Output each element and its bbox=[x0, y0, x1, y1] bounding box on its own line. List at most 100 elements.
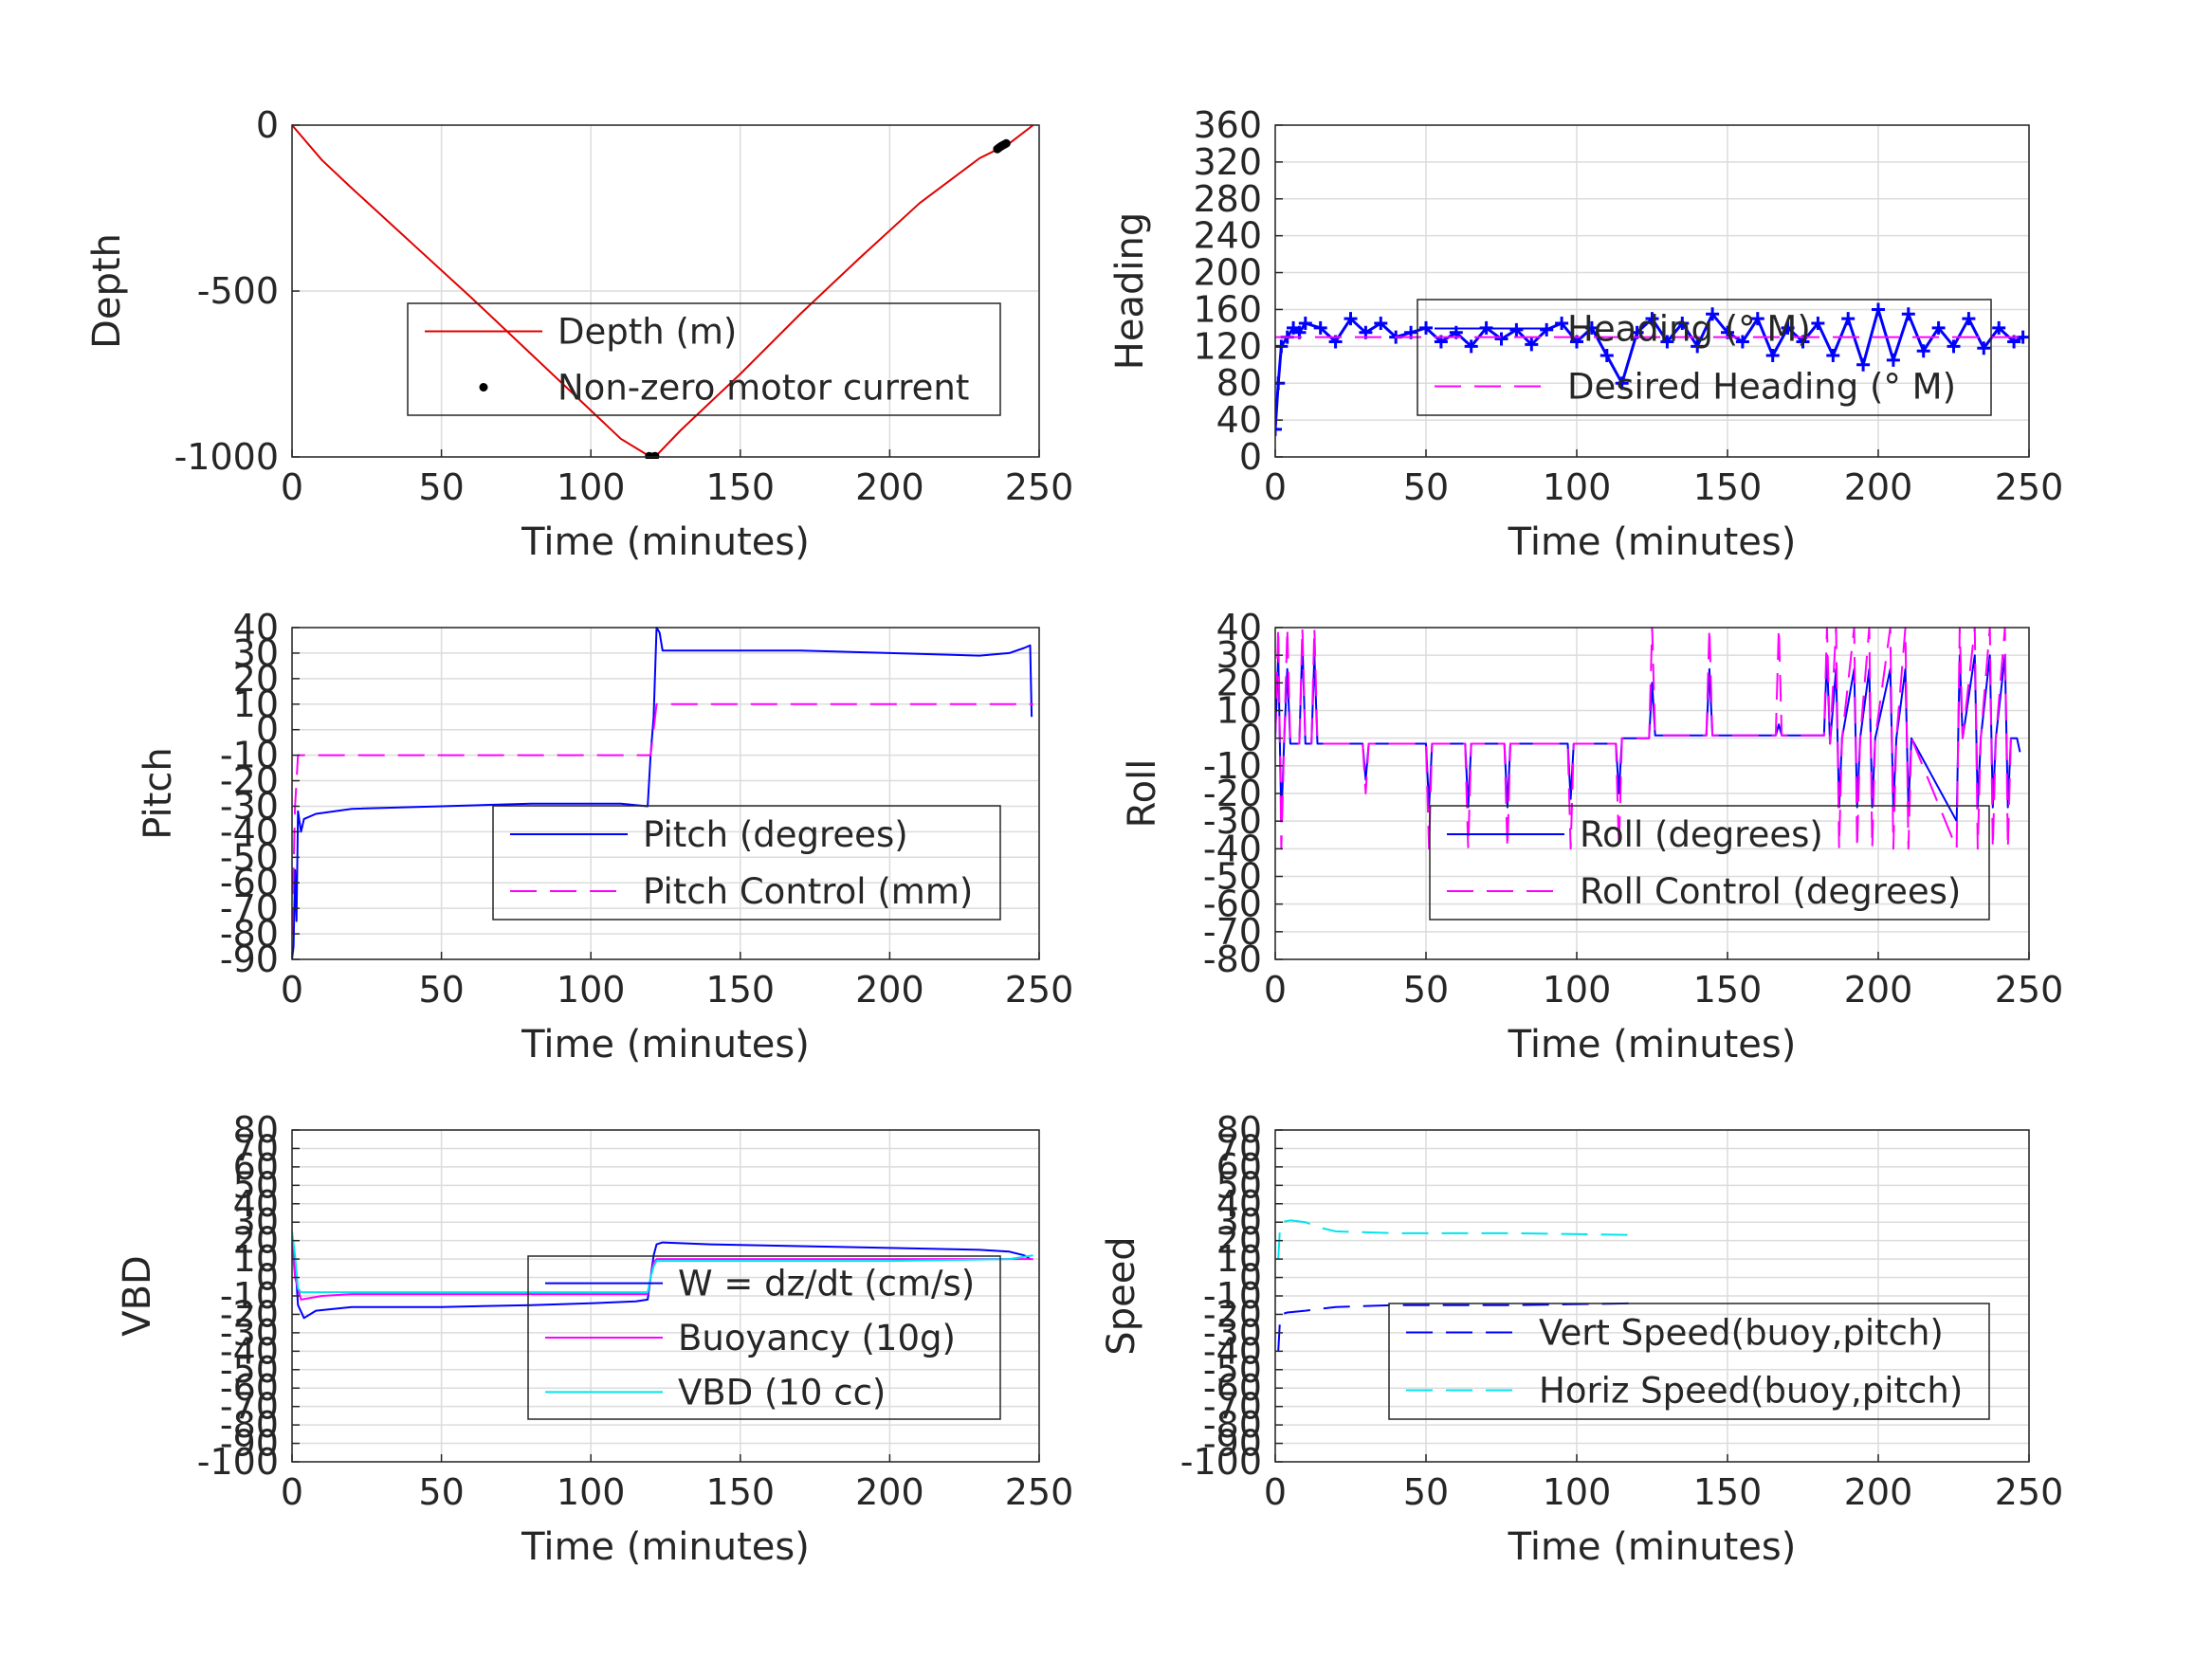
vbd-y-tick-label: 40 bbox=[233, 1183, 279, 1225]
depth-y-tick-label: -1000 bbox=[174, 436, 279, 478]
depth-x-tick-label: 200 bbox=[855, 466, 924, 508]
roll-y-tick-label: 10 bbox=[1216, 690, 1262, 732]
roll-y-tick-label: 40 bbox=[1216, 607, 1262, 648]
pitch-y-tick-label: -30 bbox=[220, 785, 279, 827]
heading-plot-area bbox=[1275, 125, 2029, 457]
heading-series-0-marker bbox=[1525, 337, 1539, 352]
speed-x-tick-label: 100 bbox=[1543, 1471, 1612, 1513]
speed-y-axis-label: Speed bbox=[1100, 1236, 1143, 1355]
heading-series-0-marker bbox=[1826, 349, 1840, 363]
speed-y-tick-label: -20 bbox=[1203, 1293, 1262, 1335]
heading-y-tick-label: 0 bbox=[1239, 436, 1262, 478]
vbd-y-tick-label: 20 bbox=[233, 1220, 279, 1262]
speed-y-tick-label: -60 bbox=[1203, 1367, 1262, 1409]
roll-y-axis-label: Roll bbox=[1121, 759, 1164, 829]
heading-y-tick-label: 40 bbox=[1216, 399, 1262, 441]
pitch-legend-label: Pitch Control (mm) bbox=[643, 871, 973, 912]
vbd-y-tick-label: -20 bbox=[220, 1293, 279, 1335]
roll-y-tick-label: 30 bbox=[1216, 634, 1262, 676]
speed-y-tick-label: 70 bbox=[1216, 1127, 1262, 1169]
roll-legend-label: Roll Control (degrees) bbox=[1580, 871, 1961, 912]
heading-series-0-marker bbox=[1856, 357, 1871, 372]
vbd-series-group bbox=[292, 1231, 1033, 1320]
speed-legend-label: Horiz Speed(buoy,pitch) bbox=[1539, 1371, 1963, 1412]
vbd-y-tick-label: -10 bbox=[220, 1275, 279, 1317]
speed-y-tick-label: -100 bbox=[1180, 1441, 1262, 1483]
roll-legend-label: Roll (degrees) bbox=[1580, 814, 1823, 855]
speed-legend-box bbox=[1388, 1303, 1990, 1420]
roll-x-tick-label: 50 bbox=[1403, 969, 1449, 1011]
heading-axes-box bbox=[1274, 124, 2030, 458]
heading-legend-label: Desired Heading (° M) bbox=[1567, 367, 1956, 408]
heading-series-0-marker bbox=[1872, 302, 1885, 317]
speed-y-tick-label: 50 bbox=[1216, 1164, 1262, 1206]
pitch-x-tick-label: 250 bbox=[1005, 969, 1074, 1011]
heading-series-0-marker bbox=[1600, 349, 1614, 363]
vbd-x-tick-label: 50 bbox=[418, 1471, 464, 1513]
pitch-y-tick-label: 10 bbox=[233, 684, 279, 725]
heading-chart: 0 50 100 150 200 2500408012016020024028032036… bbox=[1108, 104, 2063, 564]
speed-y-tick-label: 10 bbox=[1216, 1238, 1262, 1280]
roll-y-tick-label: -50 bbox=[1203, 856, 1262, 898]
heading-x-tick-label: 0 bbox=[1264, 466, 1287, 508]
heading-series-0-marker bbox=[1645, 312, 1659, 326]
vbd-legend-box bbox=[527, 1255, 1001, 1420]
heading-y-tick-label: 120 bbox=[1193, 325, 1262, 367]
heading-series-0-marker bbox=[1977, 341, 1991, 356]
vbd-x-tick-label: 200 bbox=[855, 1471, 924, 1513]
speed-y-tick-label: -80 bbox=[1203, 1404, 1262, 1446]
roll-y-tick-label: -40 bbox=[1203, 828, 1262, 869]
heading-series-0-marker bbox=[1841, 312, 1856, 326]
vbd-y-tick-label: -90 bbox=[220, 1423, 279, 1465]
vbd-x-tick-label: 100 bbox=[557, 1471, 626, 1513]
roll-x-axis-label: Time (minutes) bbox=[1508, 1023, 1797, 1066]
heading-series-0-marker bbox=[1706, 307, 1720, 321]
heading-series-0-marker bbox=[1931, 320, 1946, 335]
heading-series-0-marker bbox=[1901, 307, 1915, 321]
heading-series-0-marker bbox=[1886, 353, 1900, 367]
heading-series-0-marker bbox=[1916, 344, 1930, 358]
roll-x-tick-label: 150 bbox=[1693, 969, 1763, 1011]
depth-series-1-point bbox=[1001, 138, 1011, 148]
depth-series-group bbox=[292, 124, 1034, 459]
speed-series-group bbox=[1277, 1219, 1637, 1352]
pitch-y-tick-label: 40 bbox=[233, 607, 279, 648]
pitch-legend: Pitch (degrees) Pitch Control (mm) bbox=[492, 805, 1001, 921]
heading-series-0-marker bbox=[1947, 339, 1961, 354]
speed-x-tick-label: 50 bbox=[1403, 1471, 1449, 1513]
heading-series-0-marker bbox=[1765, 349, 1780, 363]
heading-series-0-marker bbox=[1660, 335, 1674, 349]
vbd-y-tick-label: 0 bbox=[256, 1257, 279, 1299]
heading-y-tick-label: 320 bbox=[1193, 141, 1262, 183]
speed-x-tick-label: 250 bbox=[1995, 1471, 2064, 1513]
depth-x-tick-label: 250 bbox=[1005, 466, 1074, 508]
pitch-y-tick-label: -70 bbox=[220, 887, 279, 929]
vbd-y-tick-label: 70 bbox=[233, 1127, 279, 1169]
heading-series-0-marker bbox=[1992, 320, 2006, 335]
heading-series-0-marker bbox=[1275, 422, 1282, 436]
depth-legend-label: Depth (m) bbox=[558, 312, 737, 353]
pitch-y-tick-label: -40 bbox=[220, 811, 279, 852]
vbd-legend-label: W = dz/dt (cm/s) bbox=[678, 1264, 975, 1304]
heading-series-group bbox=[1275, 302, 2029, 436]
vbd-x-axis-label: Time (minutes) bbox=[521, 1525, 810, 1569]
vbd-y-tick-label: -100 bbox=[197, 1441, 279, 1483]
depth-legend-box bbox=[407, 302, 1001, 416]
heading-series-0-marker bbox=[1494, 332, 1508, 346]
heading-series-0-marker bbox=[1555, 317, 1569, 331]
depth-legend-swatch bbox=[479, 383, 488, 392]
vbd-y-tick-label: 50 bbox=[233, 1164, 279, 1206]
heading-y-tick-label: 80 bbox=[1216, 362, 1262, 404]
vbd-y-tick-label: 80 bbox=[233, 1109, 279, 1151]
heading-legend-box bbox=[1417, 299, 1992, 416]
heading-y-tick-label: 360 bbox=[1193, 104, 1262, 146]
speed-y-tick-label: 60 bbox=[1216, 1146, 1262, 1188]
roll-legend: Roll (degrees) Roll Control (degrees) bbox=[1429, 805, 1990, 921]
pitch-x-tick-label: 100 bbox=[557, 969, 626, 1011]
heading-series-0-marker bbox=[1298, 317, 1312, 331]
heading-x-tick-label: 50 bbox=[1403, 466, 1449, 508]
depth-y-axis-label: Depth bbox=[85, 233, 129, 349]
pitch-y-tick-label: -60 bbox=[220, 862, 279, 903]
vbd-y-tick-label: 10 bbox=[233, 1238, 279, 1280]
